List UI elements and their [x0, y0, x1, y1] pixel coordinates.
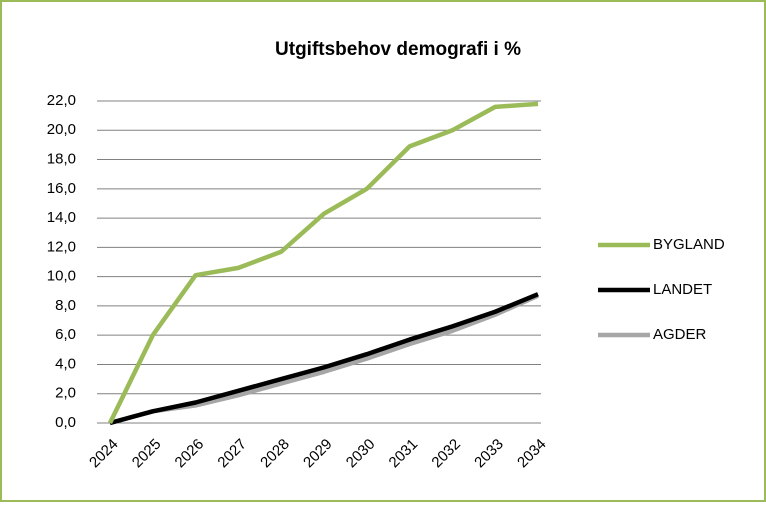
- y-tick-label: 2,0: [55, 385, 76, 402]
- chart-title: Utgiftsbehov demografi i %: [275, 39, 521, 60]
- legend-label: BYGLAND: [653, 236, 725, 253]
- y-tick-label: 14,0: [47, 209, 76, 226]
- y-tick-label: 4,0: [55, 355, 76, 372]
- y-tick-label: 8,0: [55, 297, 76, 314]
- series-line: [107, 101, 539, 424]
- legend-label: AGDER: [653, 326, 707, 343]
- y-tick-label: 20,0: [47, 121, 76, 138]
- series-line: [109, 292, 539, 426]
- legend-label: LANDET: [653, 281, 712, 298]
- y-tick-label: 18,0: [47, 151, 76, 168]
- y-tick-label: 6,0: [55, 326, 76, 343]
- y-tick-label: 12,0: [47, 238, 76, 255]
- y-tick-label: 16,0: [47, 180, 76, 197]
- y-tick-label: 10,0: [47, 268, 76, 285]
- y-tick-label: 22,0: [47, 92, 76, 109]
- y-tick-label: 0,0: [55, 414, 76, 431]
